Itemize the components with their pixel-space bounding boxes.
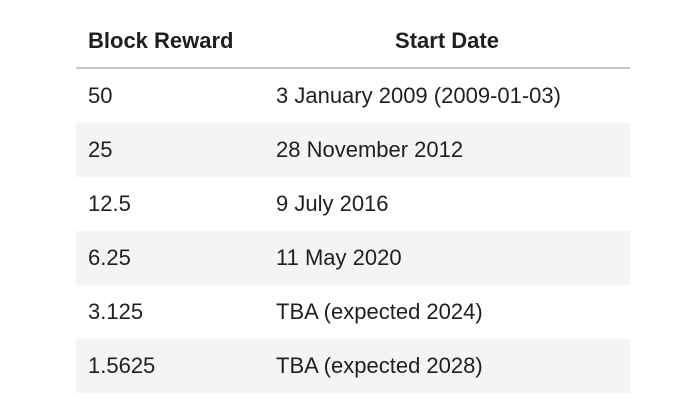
header-block-reward: Block Reward: [76, 14, 264, 69]
table-row: 6.25 11 May 2020: [76, 231, 630, 285]
cell-block-reward: 12.5: [88, 191, 131, 216]
table-body: 50 3 January 2009 (2009-01-03) 25 28 Nov…: [76, 68, 630, 393]
cell-start-date: 9 July 2016: [276, 191, 389, 216]
cell-start-date: 3 January 2009 (2009-01-03): [276, 83, 561, 108]
table-row: 12.5 9 July 2016: [76, 177, 630, 231]
cell-block-reward: 3.125: [88, 299, 144, 324]
cell-block-reward: 1.5625: [76, 339, 264, 393]
table-row: 1.5625 TBA (expected 2028): [76, 339, 630, 393]
block-reward-table-container: Block Reward Start Date 50 3 January 200…: [76, 14, 630, 393]
table-row: 50 3 January 2009 (2009-01-03): [76, 68, 630, 123]
cell-start-date: 28 November 2012: [264, 123, 630, 177]
cell-block-reward: 25: [76, 123, 264, 177]
header-start-date: Start Date: [264, 14, 630, 69]
cell-block-reward: 50: [88, 83, 113, 108]
cell-start-date: 11 May 2020: [264, 231, 630, 285]
table-row: 3.125 TBA (expected 2024): [76, 285, 630, 339]
block-reward-table: Block Reward Start Date 50 3 January 200…: [76, 14, 630, 393]
header-row: Block Reward Start Date: [76, 14, 630, 69]
table-header: Block Reward Start Date: [76, 14, 630, 69]
cell-start-date: TBA (expected 2024): [276, 299, 483, 324]
cell-start-date: TBA (expected 2028): [264, 339, 630, 393]
cell-block-reward: 6.25: [76, 231, 264, 285]
table-row: 25 28 November 2012: [76, 123, 630, 177]
